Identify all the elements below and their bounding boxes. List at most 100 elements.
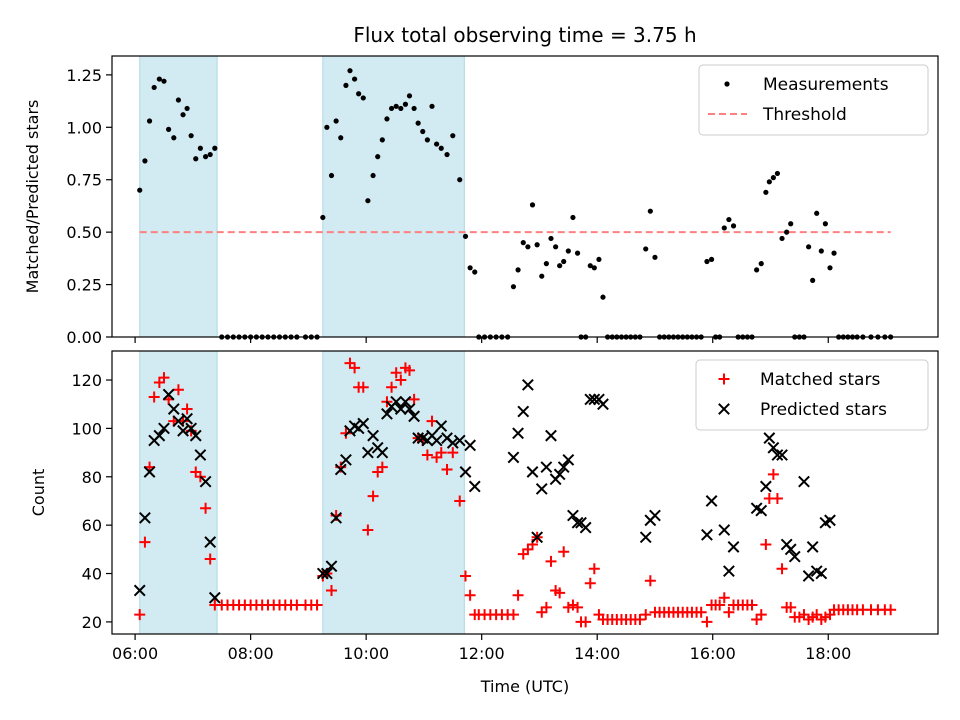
plus-point-131 [767,468,779,480]
x-point-72 [639,531,652,544]
dot-point-139 [806,244,812,250]
plus-point-59 [426,415,438,427]
dot-point-9 [175,97,182,103]
dot-point-129 [763,189,769,195]
x-point-56 [531,531,544,544]
dot-point-6 [161,78,167,84]
counts-observing-windows [139,350,465,635]
dot-point-63 [450,133,456,139]
plus-point-11 [181,403,193,415]
plus-point-132 [771,493,783,505]
dot-point-144 [827,265,833,271]
x-point-5 [153,429,166,442]
plus-point-45 [362,524,374,536]
dot-point-16 [207,151,213,158]
observing-window-1 [139,350,218,635]
x-point-82 [759,480,772,493]
dot-point-56 [415,120,421,126]
x-point-90 [798,475,810,488]
x-point-61 [553,468,566,481]
legend-label: Measurements [763,75,889,95]
x-point-7 [162,388,175,401]
dot-point-83 [553,244,559,250]
x-point-19 [320,567,333,580]
dot-point-121 [726,216,732,223]
y-tick-label: 0.00 [66,328,102,347]
plus-point-46 [367,490,379,502]
dot-point-52 [398,105,404,112]
x-point-52 [512,427,524,440]
y-tick-label: 0.25 [66,276,102,295]
x-point-88 [784,543,797,556]
x-point-12 [185,422,198,435]
counts-y-ticks: 20 40 60 80 100 120 [71,371,112,632]
y-tick-label: 80 [82,468,102,487]
counts-data-points [133,357,897,628]
y-tick-label: 0.50 [66,223,102,242]
counts-y-axis-label: Count [29,469,48,517]
y-tick-label: 60 [82,516,102,535]
plus-point-119 [714,599,726,611]
plus-point-135 [785,601,797,613]
dot-point-2 [142,158,148,164]
dot-point-39 [338,135,344,141]
dot-point-65 [462,233,469,239]
dot-point-38 [333,118,339,124]
dot-point-48 [379,137,385,143]
x-point-8 [167,403,180,415]
plus-point-54 [403,364,415,376]
x-point-21 [330,511,343,524]
x-point-16 [204,536,217,548]
x-point-55 [526,466,539,478]
legend-plus-swatch [718,373,730,385]
x-point-77 [718,524,731,536]
dot-point-47 [375,154,381,160]
counts-x-ticks: 06:00 08:00 10:00 12:00 14:00 16:00 18:00 [112,634,851,663]
dot-point-12 [188,133,194,139]
dot-point-10 [180,112,186,118]
dot-point-104 [647,208,653,214]
dot-point-77 [525,244,531,250]
dot-point-127 [754,267,760,273]
dot-point-116 [704,258,710,265]
plus-point-55 [408,393,420,405]
plus-point-15 [200,502,212,514]
x-point-96 [824,514,836,527]
observing-window-1 [139,55,218,338]
dot-point-45 [365,198,371,204]
observing-window-2 [322,55,465,338]
dot-point-54 [406,93,413,99]
x-point-74 [649,509,661,522]
plus-point-116 [701,616,713,628]
x-point-11 [181,412,193,425]
x-point-15 [199,475,212,488]
ratio-y-ticks: 0.00 0.25 0.50 0.75 1.00 1.25 [66,66,112,347]
dot-point-75 [515,267,521,273]
dot-point-103 [643,246,649,252]
x-point-17 [208,591,221,604]
legend-x-swatch [718,403,730,415]
x-point-10 [177,424,189,437]
dot-point-117 [708,256,715,263]
dot-point-140 [810,277,816,283]
plus-point-52 [395,374,407,386]
x-point-29 [367,429,379,442]
x-point-27 [357,417,370,430]
dot-point-94 [600,294,606,300]
dot-point-50 [388,105,395,112]
x-point-38 [408,410,421,423]
x-point-14 [194,449,207,461]
x-point-94 [815,567,828,580]
dot-point-35 [320,214,326,221]
x-point-48 [459,466,472,478]
dot-point-1 [137,187,143,193]
dot-point-76 [520,240,526,246]
y-tick-label: 1.25 [66,66,102,85]
legend-label: Matched stars [760,370,880,390]
y-tick-label: 1.00 [66,118,102,137]
dot-point-60 [434,141,440,147]
x-point-35 [394,403,407,415]
dot-point-15 [202,154,209,160]
plus-point-75 [512,589,524,601]
